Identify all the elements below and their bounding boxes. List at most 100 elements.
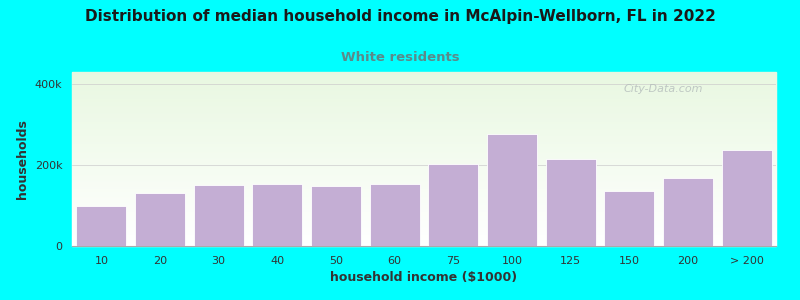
Bar <box>72 133 776 134</box>
Bar <box>72 120 776 121</box>
Bar <box>72 178 776 179</box>
Bar <box>72 229 776 230</box>
Bar <box>72 217 776 218</box>
Bar <box>72 160 776 161</box>
Bar <box>72 77 776 78</box>
Bar <box>72 166 776 167</box>
Bar <box>72 234 776 235</box>
Bar <box>72 135 776 136</box>
Bar <box>72 149 776 150</box>
Bar <box>72 184 776 185</box>
Bar <box>72 109 776 110</box>
Bar <box>72 115 776 116</box>
Bar <box>72 222 776 223</box>
X-axis label: household income ($1000): household income ($1000) <box>330 271 518 284</box>
Bar <box>135 194 185 246</box>
Bar <box>72 123 776 124</box>
Text: White residents: White residents <box>341 51 459 64</box>
Bar <box>72 136 776 137</box>
Bar <box>72 154 776 155</box>
Bar <box>72 181 776 182</box>
Bar <box>72 122 776 123</box>
Bar <box>72 188 776 189</box>
Bar <box>72 118 776 119</box>
Bar <box>72 93 776 94</box>
Bar <box>72 87 776 88</box>
Text: Distribution of median household income in McAlpin-Wellborn, FL in 2022: Distribution of median household income … <box>85 9 715 24</box>
Bar <box>72 242 776 243</box>
Bar <box>72 189 776 190</box>
Bar <box>72 180 776 181</box>
Bar <box>72 82 776 83</box>
Bar <box>72 198 776 199</box>
Bar <box>72 144 776 145</box>
Bar <box>72 97 776 98</box>
Bar <box>72 121 776 122</box>
Bar <box>72 148 776 149</box>
Bar <box>72 132 776 133</box>
Bar <box>72 72 776 73</box>
Bar <box>72 103 776 104</box>
Bar <box>72 172 776 173</box>
Bar <box>72 75 776 76</box>
Bar <box>72 177 776 178</box>
Bar <box>72 216 776 217</box>
Bar <box>72 92 776 93</box>
Bar <box>370 184 419 246</box>
Bar <box>72 244 776 245</box>
Bar <box>72 94 776 95</box>
Bar <box>72 191 776 192</box>
Bar <box>72 128 776 129</box>
Bar <box>72 134 776 135</box>
Bar <box>72 175 776 176</box>
Bar <box>72 108 776 109</box>
Bar <box>72 199 776 200</box>
Bar <box>72 95 776 96</box>
Bar <box>72 78 776 79</box>
Bar <box>72 192 776 193</box>
Text: City-Data.com: City-Data.com <box>624 84 703 94</box>
Bar <box>72 127 776 128</box>
Bar <box>72 212 776 213</box>
Bar <box>72 86 776 87</box>
Bar <box>72 157 776 158</box>
Bar <box>72 102 776 103</box>
Bar <box>72 88 776 89</box>
Bar <box>72 215 776 216</box>
Bar <box>72 147 776 148</box>
Bar <box>72 100 776 101</box>
Bar <box>72 73 776 74</box>
Bar <box>72 236 776 237</box>
Bar <box>72 76 776 77</box>
Bar <box>72 83 776 84</box>
Bar <box>546 159 595 246</box>
Bar <box>72 185 776 186</box>
Bar <box>72 193 776 194</box>
Bar <box>72 241 776 242</box>
Bar <box>72 119 776 120</box>
Bar <box>72 139 776 140</box>
Bar <box>72 182 776 183</box>
Bar <box>72 152 776 153</box>
Bar <box>72 228 776 229</box>
Bar <box>72 159 776 160</box>
Bar <box>72 240 776 241</box>
Bar <box>72 116 776 117</box>
Bar <box>72 232 776 233</box>
Bar <box>72 89 776 90</box>
Bar <box>72 190 776 191</box>
Bar <box>72 183 776 184</box>
Bar <box>72 206 776 207</box>
Bar <box>72 161 776 162</box>
Bar <box>72 205 776 206</box>
Bar <box>72 165 776 166</box>
Bar <box>72 179 776 180</box>
Bar <box>72 124 776 125</box>
Bar <box>72 79 776 80</box>
Bar <box>72 170 776 171</box>
Bar <box>72 81 776 82</box>
Bar <box>72 209 776 210</box>
Bar <box>72 138 776 139</box>
Bar <box>72 238 776 239</box>
Bar <box>72 141 776 142</box>
